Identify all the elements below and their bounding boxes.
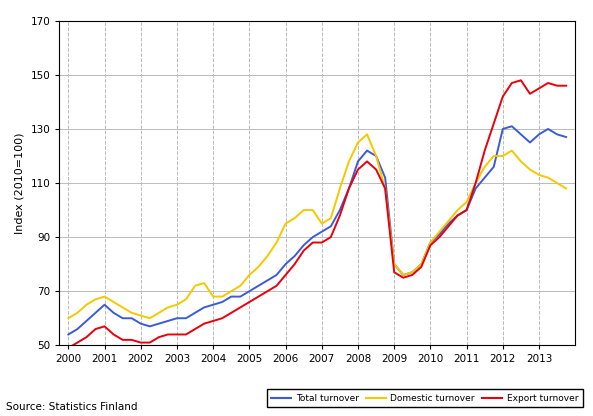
Total turnover [345, 186, 352, 191]
Line: Export turnover: Export turnover [68, 80, 566, 348]
Export turnover [65, 345, 72, 350]
Export turnover [74, 340, 81, 345]
Export turnover [445, 224, 452, 229]
Total turnover [74, 327, 81, 332]
Export turnover [345, 186, 352, 191]
Export turnover [372, 167, 380, 172]
Total turnover [563, 135, 570, 140]
Line: Total turnover: Total turnover [68, 126, 566, 334]
Text: Source: Statistics Finland: Source: Statistics Finland [6, 402, 138, 412]
Total turnover [508, 124, 515, 129]
Y-axis label: Index (2010=100): Index (2010=100) [15, 132, 25, 234]
Domestic turnover [454, 208, 461, 213]
Domestic turnover [74, 310, 81, 315]
Total turnover [246, 289, 253, 294]
Export turnover [563, 83, 570, 88]
Domestic turnover [381, 186, 388, 191]
Domestic turnover [345, 159, 352, 164]
Total turnover [372, 154, 380, 158]
Export turnover [517, 78, 524, 83]
Total turnover [65, 332, 72, 337]
Export turnover [391, 270, 398, 275]
Total turnover [391, 262, 398, 267]
Domestic turnover [65, 316, 72, 321]
Line: Domestic turnover: Domestic turnover [68, 134, 566, 318]
Total turnover [445, 221, 452, 226]
Domestic turnover [563, 186, 570, 191]
Domestic turnover [246, 272, 253, 277]
Export turnover [246, 300, 253, 305]
Domestic turnover [400, 272, 407, 277]
Legend: Total turnover, Domestic turnover, Export turnover: Total turnover, Domestic turnover, Expor… [267, 389, 582, 407]
Domestic turnover [364, 132, 371, 137]
